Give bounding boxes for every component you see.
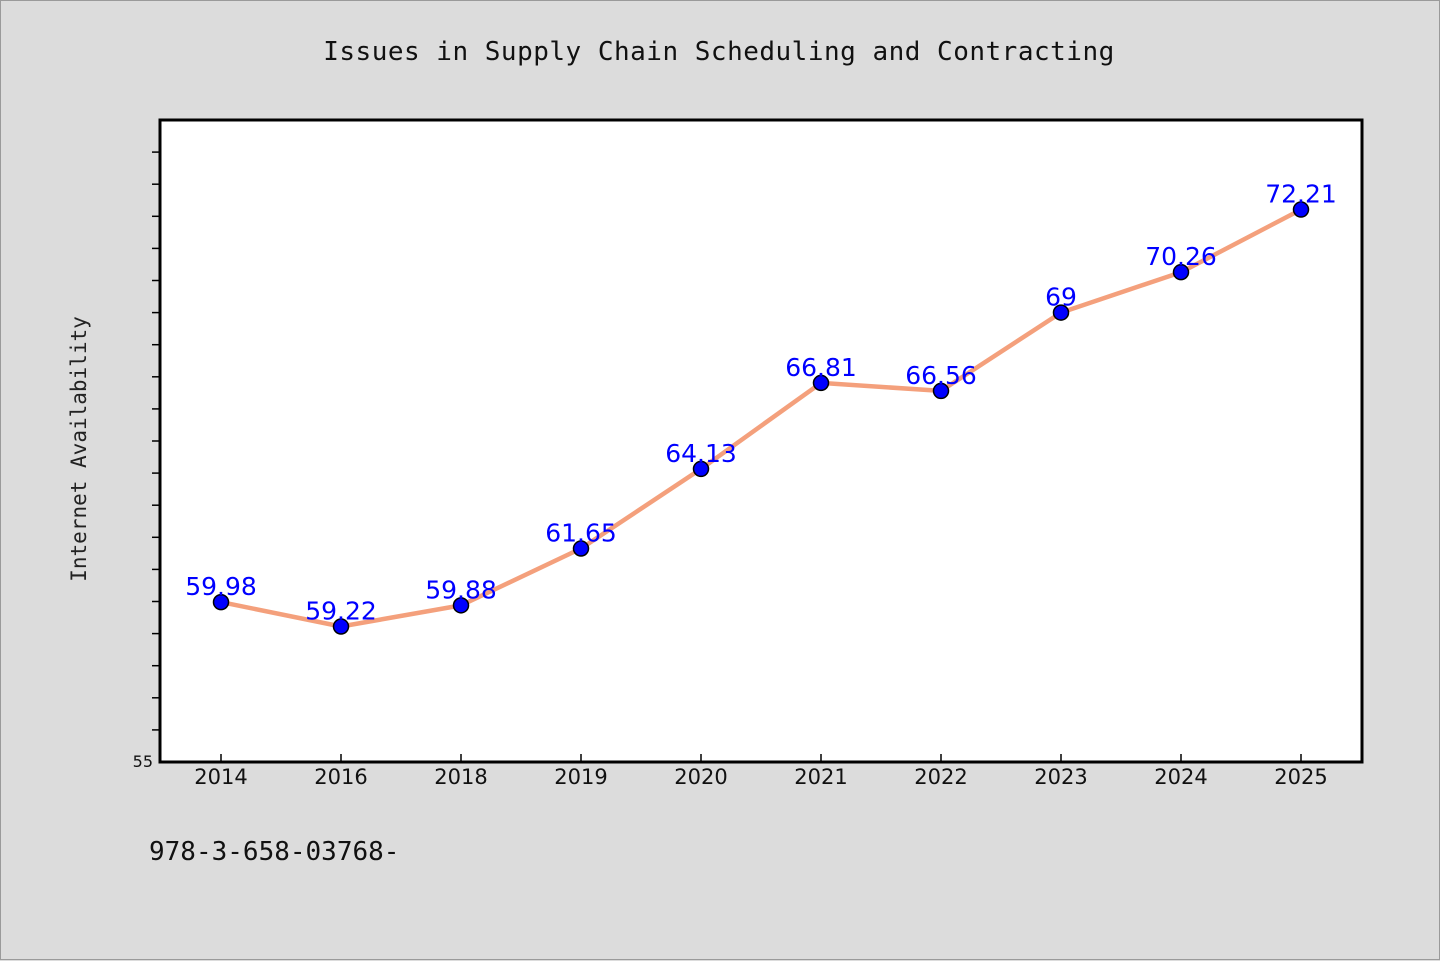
x-axis-ticks: 2014 2016 2018 2019 2020 2021 2022 2023 2024 2025: [194, 754, 1328, 789]
chart-title: Issues in Supply Chain Scheduling and Co…: [323, 37, 1115, 67]
data-point-2014: [212, 593, 230, 611]
data-point-2022: [932, 382, 950, 400]
x-tick-label-2019: 2019: [554, 765, 607, 789]
data-label-2016: 59.22: [305, 597, 377, 626]
data-label-2025: 72.21: [1265, 180, 1337, 209]
y-tick-label-min: 55: [133, 752, 153, 771]
x-tick-label-2018: 2018: [434, 765, 487, 789]
footer-code: 978-3-658-03768-: [149, 837, 400, 867]
x-tick-label-2021: 2021: [794, 765, 847, 789]
data-point-2019: [572, 540, 590, 557]
data-point-2023: [1052, 304, 1070, 321]
data-point-2018: [452, 597, 470, 614]
data-label-2018: 59.88: [425, 575, 497, 604]
series-markers: [212, 201, 1310, 635]
data-label-2020: 64.13: [665, 439, 737, 468]
series-line: [218, 207, 1304, 629]
x-tick-label-2022: 2022: [914, 765, 967, 789]
data-label-2019: 61.65: [545, 519, 617, 548]
data-point-2024: [1172, 263, 1190, 281]
data-label-2021: 66.81: [785, 353, 857, 382]
x-tick-label-2016: 2016: [314, 765, 367, 789]
x-tick-label-2023: 2023: [1034, 765, 1087, 789]
data-point-2016: [332, 618, 350, 635]
plot-area: [158, 118, 1364, 764]
data-label-2023: 69: [1045, 283, 1077, 312]
data-labels: 59.98 59.22 59.88 61.65 64.13 66.81 66.56 69 70.…: [185, 180, 1337, 626]
data-point-2025: [1292, 201, 1310, 218]
data-label-2024: 70.26: [1145, 242, 1217, 271]
x-tick-label-2024: 2024: [1154, 765, 1207, 789]
data-label-2022: 66.56: [905, 361, 977, 390]
data-point-2021: [812, 374, 830, 392]
data-label-2014: 59.98: [185, 572, 257, 601]
x-tick-label-2025: 2025: [1274, 765, 1327, 789]
y-axis-ticks: [152, 151, 160, 731]
x-tick-label-2014: 2014: [194, 765, 247, 789]
x-tick-label-2020: 2020: [674, 765, 727, 789]
data-point-2020: [692, 460, 710, 478]
